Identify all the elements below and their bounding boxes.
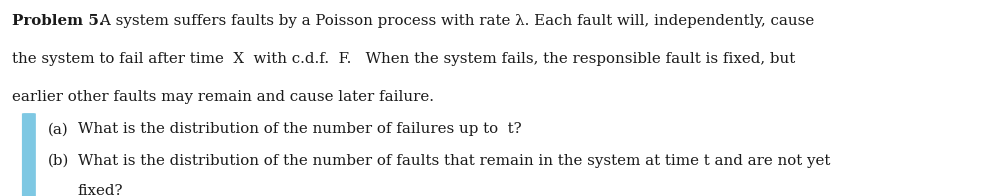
Text: earlier other faults may remain and cause later failure.: earlier other faults may remain and caus… <box>12 90 434 104</box>
Text: What is the distribution of the number of failures up to  t?: What is the distribution of the number o… <box>78 122 521 136</box>
Text: the system to fail after time  X  with c.d.f.  F.   When the system fails, the r: the system to fail after time X with c.d… <box>12 52 795 66</box>
Text: (a): (a) <box>48 122 69 136</box>
Text: What is the distribution of the number of faults that remain in the system at ti: What is the distribution of the number o… <box>78 154 830 168</box>
Text: A system suffers faults by a Poisson process with rate λ. Each fault will, indep: A system suffers faults by a Poisson pro… <box>85 14 814 28</box>
FancyBboxPatch shape <box>22 113 36 196</box>
Text: (b): (b) <box>48 154 69 168</box>
Text: Problem 5.: Problem 5. <box>12 14 104 28</box>
Text: fixed?: fixed? <box>78 184 124 196</box>
